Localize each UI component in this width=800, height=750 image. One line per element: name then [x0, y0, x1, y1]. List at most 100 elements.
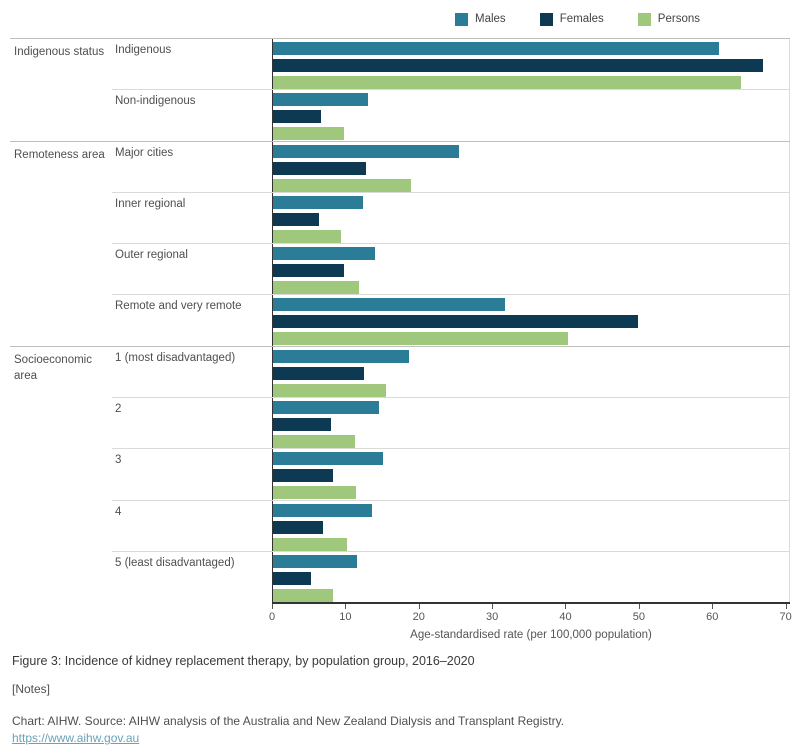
- x-axis-row: 0 10 20 30 40 50 60 70: [10, 602, 792, 629]
- source-text: Chart: AIHW. Source: AIHW analysis of th…: [12, 714, 565, 729]
- bar-persons-major-cities[interactable]: [273, 178, 412, 192]
- bar-males-inner-regional[interactable]: [273, 195, 363, 209]
- category-row-outer-regional: Outer regional: [112, 243, 790, 295]
- bar-persons-1-most-disadvantaged[interactable]: [273, 383, 386, 397]
- bar-females-inner-regional[interactable]: [273, 212, 320, 226]
- bar-females-3[interactable]: [273, 469, 333, 483]
- category-label: Remote and very remote: [115, 300, 242, 313]
- category-label: 5 (least disadvantaged): [115, 556, 235, 569]
- x-tick-label-40: 40: [559, 611, 572, 624]
- category-row-1-most-disadvantaged: 1 (most disadvantaged): [112, 346, 790, 398]
- plot-4: [272, 500, 790, 551]
- bar-females-4[interactable]: [273, 520, 323, 534]
- group-remoteness-area: Remoteness area Major cities Inner regiona…: [10, 141, 790, 347]
- category-row-non-indigenous: Non-indigenous: [112, 89, 790, 141]
- bar-females-1-most-disadvantaged[interactable]: [273, 366, 365, 380]
- x-tick-label-0: 0: [268, 611, 276, 624]
- bar-females-non-indigenous[interactable]: [273, 110, 321, 124]
- category-row-4: 4: [112, 499, 790, 551]
- bar-persons-remote-and-very-remote[interactable]: [273, 332, 568, 346]
- category-label: 1 (most disadvantaged): [115, 351, 236, 364]
- bar-males-major-cities[interactable]: [273, 144, 459, 158]
- category-row-major-cities: Major cities: [112, 141, 790, 192]
- group-socioeconomic-area: Socioeconomic area 1 (most disadvantaged)…: [10, 346, 790, 603]
- bar-males-4[interactable]: [273, 503, 373, 517]
- bar-females-outer-regional[interactable]: [273, 264, 344, 278]
- plot-major-cities: [272, 141, 790, 192]
- x-tick-mark-30: [492, 604, 494, 610]
- x-tick-mark-20: [418, 604, 420, 610]
- bar-females-2[interactable]: [273, 418, 332, 432]
- bar-males-indigenous[interactable]: [273, 42, 719, 55]
- x-tick-mark-70: [785, 604, 787, 610]
- x-tick-label-70: 70: [779, 611, 792, 624]
- legend-swatch-males: [455, 12, 468, 26]
- notes-text: [Notes]: [12, 682, 51, 697]
- plot-3: [272, 449, 790, 500]
- legend-label: Females: [559, 13, 604, 25]
- x-axis: 0 10 20 30 40 50 60 70: [268, 602, 792, 629]
- x-tick-mark-10: [345, 604, 347, 610]
- x-axis-spacer: [10, 602, 272, 629]
- figure-title: Figure 3: Incidence of kidney replacemen…: [12, 654, 475, 669]
- legend-item-females[interactable]: Females: [539, 12, 604, 26]
- category-label: Outer regional: [115, 249, 188, 262]
- bar-females-remote-and-very-remote[interactable]: [273, 315, 639, 329]
- plot-outer-regional: [272, 244, 790, 295]
- plot-5-least-disadvantaged: [272, 551, 790, 603]
- plot-non-indigenous: [272, 90, 790, 141]
- category-row-indigenous: Indigenous: [112, 39, 790, 90]
- group-rows: Indigenous Non-indigenous: [112, 39, 790, 141]
- category-label: 4: [115, 505, 122, 518]
- x-tick-label-30: 30: [485, 611, 499, 624]
- bar-persons-5-least-disadvantaged[interactable]: [273, 588, 333, 602]
- bar-males-remote-and-very-remote[interactable]: [273, 298, 505, 312]
- category-label: 3: [115, 454, 122, 467]
- bar-males-3[interactable]: [273, 452, 383, 466]
- x-tick-label-20: 20: [412, 611, 425, 624]
- bar-males-non-indigenous[interactable]: [273, 93, 368, 107]
- bar-persons-4[interactable]: [273, 537, 347, 551]
- category-label: 2: [115, 403, 122, 416]
- legend-label: Males: [475, 13, 506, 25]
- x-axis-title: Age-standardised rate (per 100,000 popul…: [410, 629, 652, 642]
- legend-swatch-persons: [637, 12, 651, 26]
- aihw-link[interactable]: https://www.aihw.gov.au: [12, 731, 140, 746]
- category-label: Non-indigenous: [115, 95, 196, 108]
- bar-males-1-most-disadvantaged[interactable]: [273, 349, 409, 363]
- bar-females-major-cities[interactable]: [273, 161, 366, 175]
- caption-block: Figure 3: Incidence of kidney replacemen…: [12, 654, 788, 750]
- category-row-5-least-disadvantaged: 5 (least disadvantaged): [112, 550, 790, 603]
- group-label-remoteness-area: Remoteness area: [14, 148, 105, 161]
- plot-2: [272, 398, 790, 449]
- group-label-indigenous-status: Indigenous status: [14, 46, 105, 58]
- bar-males-5-least-disadvantaged[interactable]: [273, 554, 358, 568]
- legend-item-persons[interactable]: Persons: [637, 12, 700, 26]
- category-label: Major cities: [115, 146, 174, 159]
- legend-swatch-females: [539, 12, 553, 26]
- bar-persons-3[interactable]: [273, 486, 357, 500]
- category-label: Indigenous: [115, 44, 172, 56]
- group-rows: 1 (most disadvantaged) 2 3 4 5 (least disadv…: [112, 346, 790, 603]
- bar-chart: Indigenous status Indigenous Non-indigenou…: [10, 38, 790, 603]
- x-tick-mark-60: [712, 604, 714, 610]
- category-row-inner-regional: Inner regional: [112, 191, 790, 244]
- bar-persons-2[interactable]: [273, 435, 355, 449]
- group-indigenous-status: Indigenous status Indigenous Non-indigenou…: [10, 39, 790, 142]
- category-row-remote-and-very-remote: Remote and very remote: [112, 294, 790, 346]
- legend-item-males[interactable]: Males: [455, 12, 506, 26]
- bar-persons-non-indigenous[interactable]: [273, 127, 344, 141]
- bar-females-indigenous[interactable]: [273, 59, 763, 72]
- plot-indigenous: [272, 39, 790, 90]
- bar-persons-outer-regional[interactable]: [273, 281, 360, 295]
- x-tick-label-50: 50: [632, 611, 645, 624]
- x-tick-label-60: 60: [706, 611, 719, 624]
- bar-males-outer-regional[interactable]: [273, 247, 375, 261]
- bar-males-2[interactable]: [273, 401, 379, 415]
- x-tick-mark-50: [638, 604, 640, 610]
- bar-females-5-least-disadvantaged[interactable]: [273, 571, 311, 585]
- bar-persons-indigenous[interactable]: [273, 76, 741, 89]
- bar-persons-inner-regional[interactable]: [273, 229, 341, 243]
- group-label-socioeconomic-area: Socioeconomic area: [14, 353, 92, 383]
